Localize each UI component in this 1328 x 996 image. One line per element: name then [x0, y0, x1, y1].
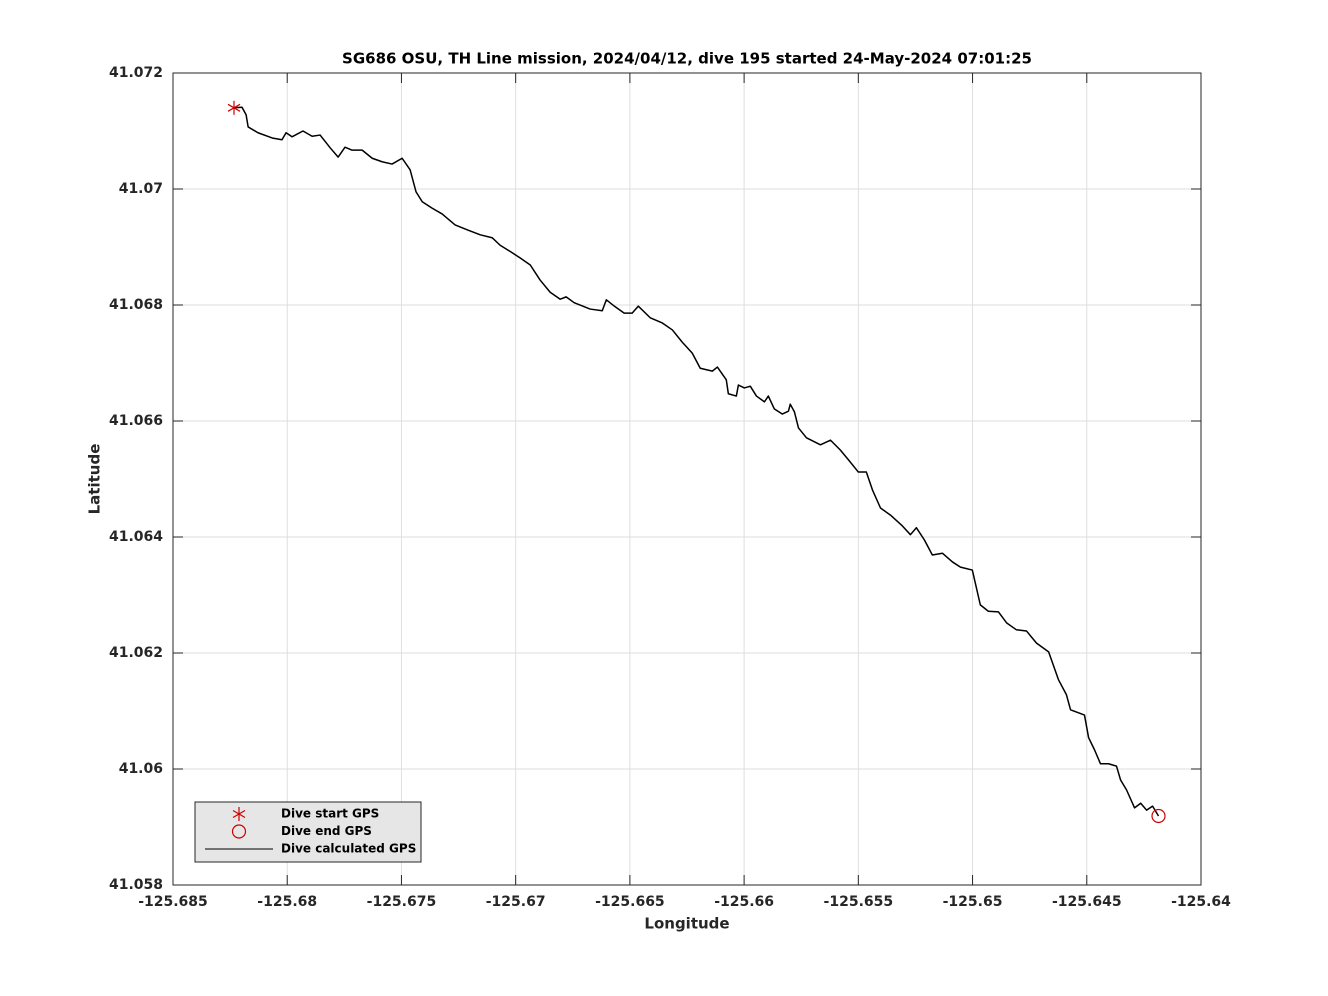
x-tick-label: -125.68: [257, 894, 317, 910]
x-tick-label: -125.65: [943, 894, 1003, 910]
legend-label: Dive calculated GPS: [281, 842, 416, 856]
y-tick-label: 41.062: [109, 645, 163, 661]
end-marker: [1151, 808, 1166, 824]
legend: Dive start GPS Dive end GPS Dive calculate…: [194, 801, 422, 863]
y-tick-label: 41.072: [109, 65, 163, 81]
x-tick-label: -125.675: [367, 894, 437, 910]
x-axis-label: Longitude: [644, 915, 729, 933]
x-tick-label: -125.64: [1171, 894, 1231, 910]
marker-stroke: [227, 103, 241, 112]
y-tick-label: 41.064: [109, 529, 163, 545]
y-tick-label: 41.068: [109, 297, 163, 313]
track-line: [233, 106, 1160, 817]
chart-title: SG686 OSU, TH Line mission, 2024/04/12, …: [342, 50, 1032, 68]
y-tick-label: 41.066: [109, 413, 163, 429]
legend-swatch: [232, 809, 246, 819]
y-tick-label: 41.06: [119, 761, 163, 777]
y-tick-label: 41.07: [119, 181, 163, 197]
x-tick-label: -125.665: [595, 894, 665, 910]
legend-swatch: [231, 824, 247, 839]
x-tick-label: -125.67: [486, 894, 546, 910]
legend-label: Dive end GPS: [281, 824, 372, 838]
legend-label: Dive start GPS: [281, 807, 379, 821]
x-tick-label: -125.66: [714, 894, 774, 910]
x-tick-label: -125.655: [824, 894, 894, 910]
plot-frame: [172, 72, 1202, 886]
y-axis-label: Latitude: [86, 444, 104, 515]
y-tick-label: 41.058: [109, 877, 163, 893]
start-marker: [227, 100, 241, 115]
x-tick-label: -125.685: [138, 894, 208, 910]
x-tick-label: -125.645: [1052, 894, 1122, 910]
